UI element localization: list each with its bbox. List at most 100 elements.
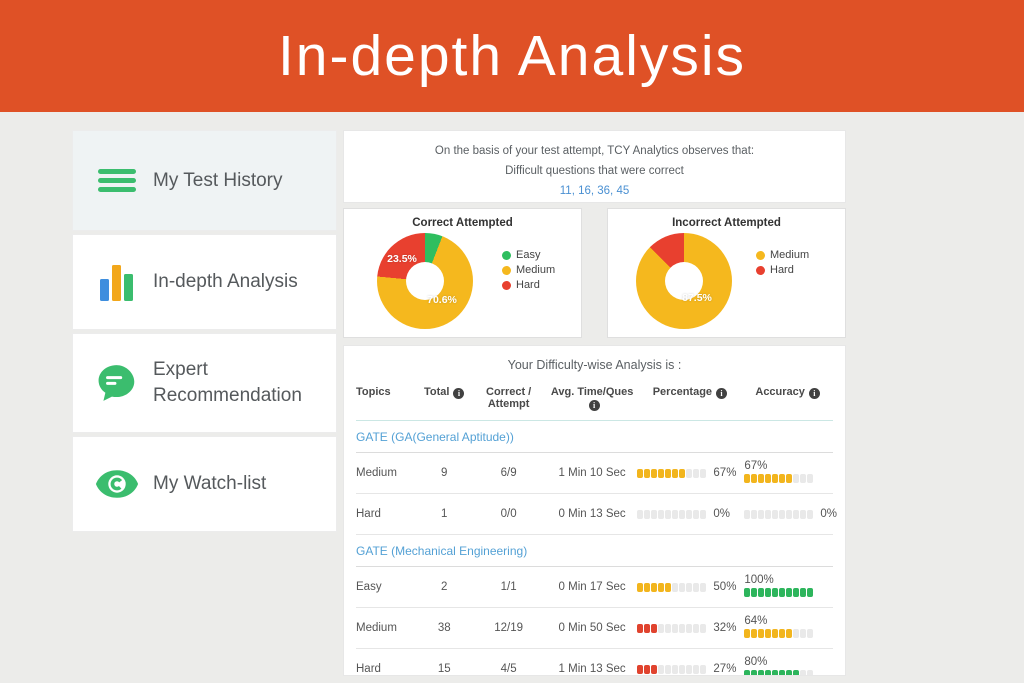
bar-segment xyxy=(793,474,800,483)
bar-segment xyxy=(751,509,758,519)
legend-label: Medium xyxy=(516,264,556,276)
bar-segment xyxy=(779,629,786,638)
bar-segment xyxy=(779,474,786,483)
table-row: Easy 2 1/1 0 Min 17 Sec 50% 100% xyxy=(356,567,833,608)
bar-segment xyxy=(644,582,651,592)
sidebar-item-my-watch-list[interactable]: My Watch-list xyxy=(72,436,337,532)
bar-segment xyxy=(658,664,665,674)
bar-segment xyxy=(793,629,800,638)
bar-segment xyxy=(686,509,693,519)
info-icon[interactable]: i xyxy=(453,388,465,399)
column-header: Total i xyxy=(418,386,470,411)
legend-dot xyxy=(756,265,765,275)
analysis-table-card: Your Difficulty-wise Analysis is : Topic… xyxy=(343,345,846,676)
legend-dot xyxy=(756,250,765,260)
topic-cell: Hard xyxy=(356,663,381,675)
bar-segment xyxy=(679,468,686,478)
sidebar-item-label: Expert Recommendation xyxy=(153,359,302,406)
bar-segment xyxy=(700,664,707,674)
percentage-bar xyxy=(637,582,707,592)
correct-attempt-cell: 12/19 xyxy=(494,622,524,634)
legend-item: Medium xyxy=(756,249,809,261)
bar-segment xyxy=(744,509,751,519)
correct-attempt-cell: 1/1 xyxy=(500,581,517,593)
bar-segment xyxy=(765,474,772,483)
sidebar-item-in-depth-analysis[interactable]: In-depth Analysis xyxy=(72,234,337,330)
total-cell: 1 xyxy=(441,508,448,520)
bar-segment xyxy=(658,623,665,633)
accuracy-bar xyxy=(744,474,814,483)
analysis-table: Topics Total i Correct / Attempt Avg. Time/Q… xyxy=(356,386,837,675)
bar-segment xyxy=(644,509,651,519)
bar-segment xyxy=(786,588,793,597)
percentage-cell: 0% xyxy=(637,508,742,520)
legend-dot xyxy=(502,250,511,260)
bar-segment xyxy=(665,664,672,674)
accuracy-value: 80% xyxy=(744,656,768,668)
bar-segment xyxy=(679,664,686,674)
bar-segment xyxy=(686,468,693,478)
table-row: Medium 9 6/9 1 Min 10 Sec 67% 67% xyxy=(356,453,833,494)
bar-segment xyxy=(779,670,786,675)
avg-time-cell: 1 Min 13 Sec xyxy=(558,663,626,675)
bar-segment xyxy=(758,629,765,638)
legend-item: Easy xyxy=(502,249,555,261)
bar-segment xyxy=(644,468,651,478)
bar-segment xyxy=(679,582,686,592)
bar-segment xyxy=(758,670,765,675)
sidebar-item-label: My Test History xyxy=(153,169,283,191)
bar-segment xyxy=(758,588,765,597)
bar-segment xyxy=(751,588,758,597)
bar-segment xyxy=(779,509,786,519)
percentage-bar xyxy=(637,468,707,478)
topic-cell: Hard xyxy=(356,508,381,520)
bar-segment xyxy=(637,623,644,633)
percentage-bar xyxy=(637,509,707,519)
column-header: Correct / Attempt xyxy=(486,386,532,410)
bar-segment xyxy=(672,623,679,633)
sidebar-item-label: In-depth Analysis xyxy=(153,271,298,293)
bar-segment xyxy=(800,670,807,675)
legend-label: Hard xyxy=(770,264,794,276)
total-cell: 15 xyxy=(437,663,451,675)
percentage-bar xyxy=(637,623,707,633)
bar-segment xyxy=(686,582,693,592)
column-header: Percentage i xyxy=(637,386,742,411)
total-cell: 9 xyxy=(441,467,448,479)
bar-chart-icon xyxy=(95,263,139,301)
info-icon[interactable]: i xyxy=(588,400,600,411)
info-icon[interactable]: i xyxy=(808,388,820,399)
bar-segment xyxy=(772,670,779,675)
correct-question-numbers-link[interactable]: 11, 16, 36, 45 xyxy=(559,185,630,197)
page-content: My Test History In-depth Analysis Expe xyxy=(0,112,1024,676)
observation-line-2: Difficult questions that were correct xyxy=(505,165,684,177)
bar-segment xyxy=(807,588,814,597)
accuracy-value: 0% xyxy=(820,508,837,520)
bar-segment xyxy=(772,629,779,638)
bar-segment xyxy=(758,509,765,519)
sidebar-item-my-test-history[interactable]: My Test History xyxy=(72,130,337,231)
bar-segment xyxy=(651,509,658,519)
bar-segment xyxy=(693,623,700,633)
bar-segment xyxy=(800,629,807,638)
bar-segment xyxy=(765,509,772,519)
accuracy-cell: 100% xyxy=(742,574,833,600)
bar-segment xyxy=(686,623,693,633)
legend-label: Hard xyxy=(516,279,540,291)
bar-segment xyxy=(779,588,786,597)
percentage-value: 0% xyxy=(713,508,731,520)
chart-card-correct: Correct Attempted 23.5% 70.6% Easy Medium Har… xyxy=(343,208,582,338)
legend-label: Easy xyxy=(516,249,541,261)
avg-time-cell: 0 Min 50 Sec xyxy=(558,622,626,634)
correct-attempt-cell: 0/0 xyxy=(500,508,517,520)
info-icon[interactable]: i xyxy=(716,388,728,399)
bar-segment xyxy=(672,664,679,674)
bar-segment xyxy=(679,509,686,519)
donut-chart: 23.5% 70.6% xyxy=(377,233,473,329)
bar-segment xyxy=(700,582,707,592)
bar-segment xyxy=(679,623,686,633)
sidebar-item-expert-recommendation[interactable]: Expert Recommendation xyxy=(72,333,337,433)
bar-segment xyxy=(793,588,800,597)
bar-segment xyxy=(651,582,658,592)
avg-time-cell: 0 Min 17 Sec xyxy=(558,581,626,593)
